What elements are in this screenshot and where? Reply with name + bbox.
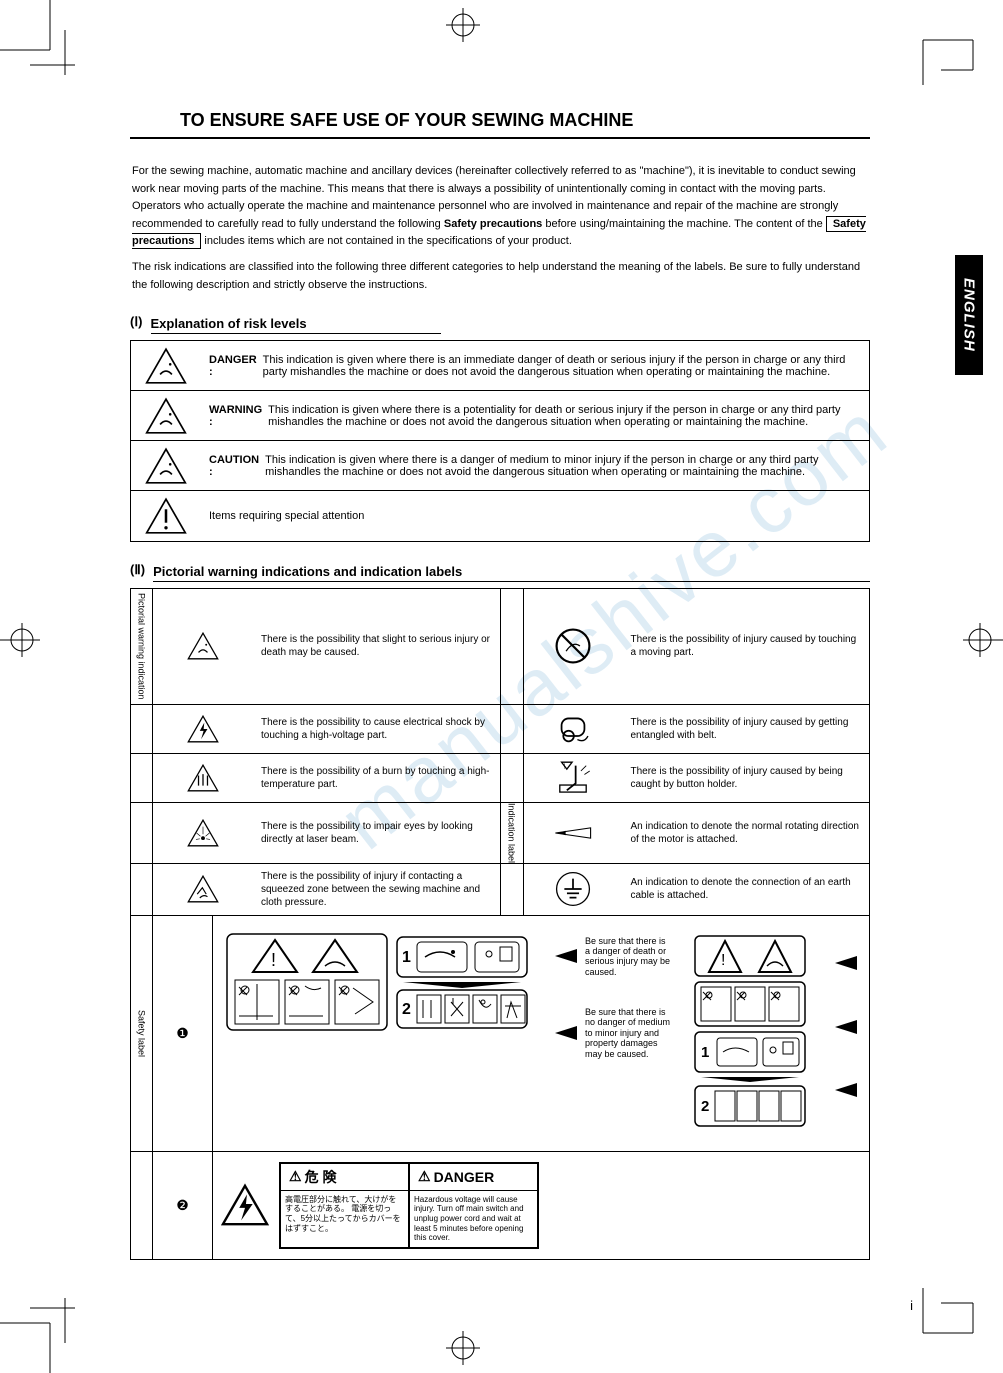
risk-row-warning: WARNING :This indication is given where …: [131, 391, 869, 441]
svg-text:2: 2: [402, 1001, 411, 1018]
arrow-icon: [835, 1020, 857, 1034]
risk-row-danger: DANGER :This indication is given where t…: [131, 341, 869, 391]
no-touch-icon: [523, 589, 623, 704]
right-arrows: [831, 932, 857, 1122]
direction-icon: [523, 803, 623, 863]
laser-icon: [153, 803, 253, 863]
section-2-header: Pictorial warning indications and indica…: [153, 564, 870, 582]
arrow-icon: [835, 956, 857, 970]
caution-icon: [131, 441, 201, 490]
safety-labels-section: Safety label ❶ !: [130, 916, 870, 1152]
section-1-header: Explanation of risk levels: [151, 316, 441, 334]
svg-text:!: !: [271, 950, 276, 970]
pictorial-table: Pictorial warning indication There is th…: [130, 588, 870, 916]
arrow-icon: [555, 1026, 577, 1040]
svg-text:1: 1: [402, 949, 411, 966]
ground-icon: [523, 864, 623, 915]
svg-text:!: !: [563, 763, 565, 770]
label-num-2: ❷: [153, 1152, 213, 1259]
hand-injury-icon: [153, 589, 253, 704]
presser-icon: !: [523, 754, 623, 802]
danger-en-header: ⚠DANGER: [409, 1163, 538, 1191]
danger-jp-body: 高電圧部分に触れて、大けがをすることがある。 電源を切って、5分以上たってからカ…: [280, 1191, 409, 1248]
section-num: (Ⅰ): [130, 314, 143, 340]
arrow-icon: [555, 949, 577, 963]
language-tab: ENGLISH: [955, 255, 983, 375]
pict-row: Pictorial warning indication There is th…: [131, 589, 869, 705]
svg-text:1: 1: [701, 1044, 709, 1061]
pict-row: There is the possibility of a burn by to…: [131, 754, 869, 803]
page-title: TO ENSURE SAFE USE OF YOUR SEWING MACHIN…: [130, 100, 870, 139]
danger-label: DANGER :: [209, 354, 257, 378]
hot-icon: [153, 754, 253, 802]
attention-icon: [131, 491, 201, 541]
shock-icon: [153, 705, 253, 753]
label-num-1: ❶: [153, 916, 213, 1151]
pict-row: There is the possibility to cause electr…: [131, 705, 869, 754]
shock-icon: [221, 1183, 269, 1227]
risk-row-attn: Items requiring special attention: [131, 491, 869, 541]
warning-level-label: WARNING :: [209, 404, 262, 428]
safety-label-diagram-1: ! 1 2: [225, 932, 535, 1035]
section-num-2: (Ⅱ): [130, 562, 145, 588]
svg-text:!: !: [721, 952, 725, 969]
pinch-icon: [153, 864, 253, 915]
danger-icon: [131, 341, 201, 390]
intro-paragraph: For the sewing machine, automatic machin…: [130, 163, 870, 251]
safety-label-side: Safety label: [131, 916, 153, 1151]
warning-icon: [131, 391, 201, 440]
risk-row-caution: CAUTION :This indication is given where …: [131, 441, 869, 491]
arrow-icon: [835, 1083, 857, 1097]
danger-label-section: ❷ ⚠危 険 ⚠DANGER 高電圧部分に触れて、大けがをすることがある。 電源…: [130, 1152, 870, 1260]
indication-side-label: [501, 589, 523, 704]
risk-level-table: DANGER :This indication is given where t…: [130, 340, 870, 542]
safety-label-diagram-2: ! 1: [691, 932, 811, 1135]
intro-paragraph-2: The risk indications are classified into…: [130, 259, 870, 294]
page-number: i: [910, 1298, 913, 1313]
caution-level-label: CAUTION :: [209, 454, 259, 478]
svg-text:2: 2: [701, 1098, 709, 1115]
danger-jp-header: ⚠危 険: [280, 1163, 409, 1191]
page-content: TO ENSURE SAFE USE OF YOUR SEWING MACHIN…: [130, 100, 870, 1260]
belt-icon: [523, 705, 623, 753]
pictorial-side-label: Pictorial warning indication: [131, 589, 153, 704]
pict-row: There is the possibility to impair eyes …: [131, 803, 869, 864]
label-annotations: Be sure that there is a danger of death …: [555, 932, 671, 1063]
danger-table: ⚠危 険 ⚠DANGER 高電圧部分に触れて、大けがをすることがある。 電源を切…: [279, 1162, 539, 1249]
danger-en-body: Hazardous voltage will cause injury. Tur…: [409, 1191, 538, 1248]
pict-row: There is the possibility of injury if co…: [131, 864, 869, 916]
